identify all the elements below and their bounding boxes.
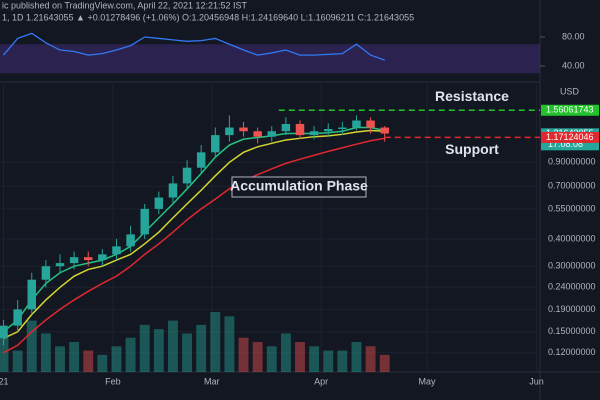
moving-average [3, 129, 385, 339]
price-label: 1.56061743 [546, 105, 594, 115]
volume-bar [323, 350, 334, 372]
annotation-box [231, 176, 367, 198]
volume-bar [55, 346, 65, 372]
candle-body [69, 257, 79, 264]
price-time: 17:08:08 [548, 139, 583, 149]
candle-body [84, 257, 93, 261]
volume-bar [12, 350, 23, 372]
x-tick-label: Jun [529, 376, 544, 386]
volume-bar [26, 320, 37, 372]
annotation: Accumulation Phase [230, 178, 368, 194]
candle-body [380, 127, 389, 134]
y-tick-label: 0.90000000 [548, 157, 596, 167]
candle-body [112, 246, 121, 255]
candle-body [253, 131, 262, 137]
volume-bar [69, 342, 80, 372]
volume-bar [182, 333, 192, 372]
price-label-box [541, 104, 599, 116]
volume-bar [379, 354, 390, 372]
header-line1: ic published on TradingView.com, April 2… [2, 0, 247, 10]
y-tick-label: 0.30000000 [548, 261, 596, 271]
y-tick-label: 0.55000000 [548, 203, 596, 213]
candle-body [309, 131, 319, 136]
candle-body [182, 167, 192, 184]
candle-body [140, 208, 149, 235]
candle-body [13, 309, 22, 326]
volume-bar [97, 354, 108, 372]
candle-body [338, 127, 347, 129]
y-tick-label: 0.24000000 [548, 282, 596, 292]
volume-bar [153, 329, 164, 372]
volume-bar [139, 324, 150, 372]
rsi-line [3, 32, 385, 61]
candle-body [239, 127, 248, 132]
candle-body [55, 263, 65, 267]
rsi-tick-label: 80.00 [562, 31, 585, 41]
candle-body [126, 234, 135, 247]
volume-bar [210, 312, 221, 372]
volume-bar [224, 316, 235, 372]
candle-body [324, 128, 333, 132]
volume-bar [295, 342, 305, 372]
rsi-tick-label: 40.00 [562, 60, 585, 70]
candle-body [154, 197, 164, 209]
x-tick-label: Feb [105, 376, 121, 386]
candle-body [41, 266, 51, 280]
candle-body [267, 131, 276, 137]
price-label: 1.17124046 [546, 132, 594, 142]
candle-body [366, 120, 375, 128]
candle-body [295, 123, 305, 136]
volume-bar [83, 350, 94, 372]
axis-unit: USD [560, 86, 580, 96]
volume-bar [365, 346, 376, 372]
candle-body [281, 123, 291, 132]
x-tick-label: 21 [0, 376, 9, 386]
rsi-band [0, 44, 540, 74]
candle-body [352, 120, 361, 128]
volume-bar [266, 346, 277, 372]
level-annotation: Support [445, 141, 499, 157]
volume-bar [0, 337, 9, 372]
candle-body [168, 183, 178, 198]
price-label-box [541, 131, 599, 143]
x-tick-label: May [419, 376, 437, 386]
volume-bar [252, 342, 263, 372]
x-tick-label: Apr [314, 376, 328, 386]
candle-body [0, 325, 8, 339]
candle-body [27, 279, 36, 310]
volume-bar [309, 346, 320, 372]
candle-body [211, 135, 220, 153]
y-tick-label: 0.70000000 [548, 180, 596, 190]
volume-bar [196, 324, 207, 372]
candle-body [98, 254, 107, 261]
volume-bar [351, 342, 362, 372]
y-tick-label: 0.19000000 [548, 304, 596, 314]
volume-bar [337, 350, 348, 372]
volume-bar [280, 333, 291, 372]
volume-bar [111, 346, 122, 372]
level-annotation: Resistance [435, 88, 509, 104]
candle-body [225, 127, 234, 136]
volume-bar [125, 337, 136, 372]
y-tick-label: 0.40000000 [548, 233, 596, 243]
volume-bar [238, 337, 249, 372]
y-tick-label: 0.12000000 [548, 347, 596, 357]
header-line2: 1, 1D 1.21643055 ▲ +0.01278496 (+1.06%) … [2, 12, 414, 22]
y-tick-label: 0.15000000 [548, 326, 596, 336]
volume-bar [168, 320, 178, 372]
candle-body [196, 152, 206, 168]
moving-average [3, 126, 385, 333]
volume-bar [40, 333, 51, 372]
x-tick-label: Mar [204, 376, 220, 386]
moving-average [3, 137, 385, 354]
